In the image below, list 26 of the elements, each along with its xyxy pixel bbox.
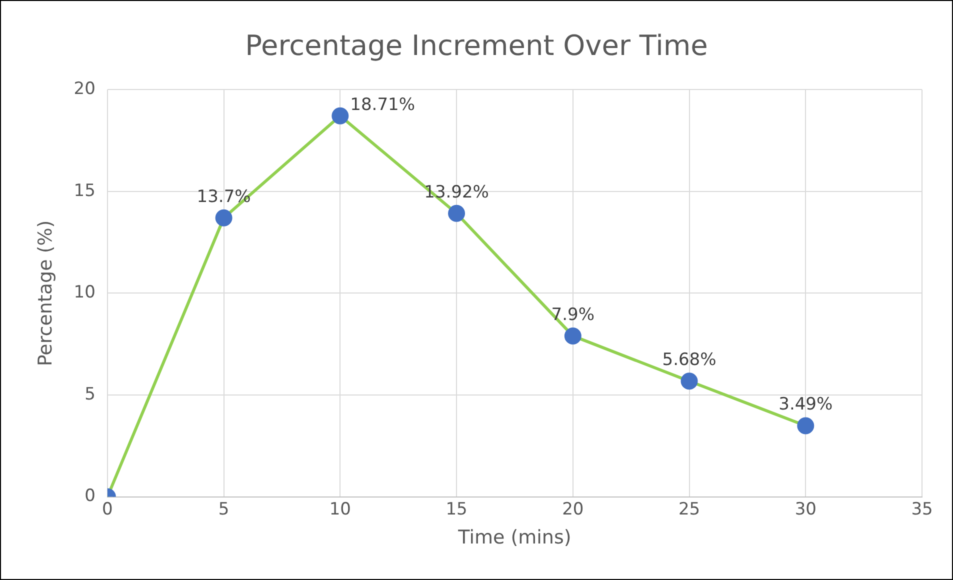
point <box>215 209 232 226</box>
point <box>797 417 814 434</box>
chart-title: Percentage Increment Over Time <box>245 29 708 62</box>
point <box>564 327 582 344</box>
y-tick-label: 10 <box>74 282 96 303</box>
x-tick-label: 20 <box>562 499 584 520</box>
x-tick-label: 15 <box>446 499 468 520</box>
x-tick-label: 25 <box>678 499 700 520</box>
x-tick-label: 35 <box>911 499 933 520</box>
data-label: 5.68% <box>662 350 716 370</box>
data-label: 7.9% <box>551 304 594 325</box>
y-tick-label: 20 <box>74 79 96 100</box>
point <box>332 107 349 124</box>
point <box>448 204 466 222</box>
x-axis-title: Time (mins) <box>457 526 572 549</box>
point <box>680 372 698 390</box>
y-tick-label: 15 <box>74 180 96 201</box>
data-label: 18.71% <box>350 94 415 115</box>
x-tick-label: 5 <box>218 499 230 520</box>
data-label: 3.49% <box>778 394 833 415</box>
x-tick-label: 10 <box>329 499 351 520</box>
x-tick-label: 30 <box>794 499 816 520</box>
y-tick-label: 5 <box>84 384 96 404</box>
x-tick-label: 0 <box>102 499 113 520</box>
y-tick-label: 0 <box>84 486 96 506</box>
y-axis-title: Percentage (%) <box>34 220 56 366</box>
